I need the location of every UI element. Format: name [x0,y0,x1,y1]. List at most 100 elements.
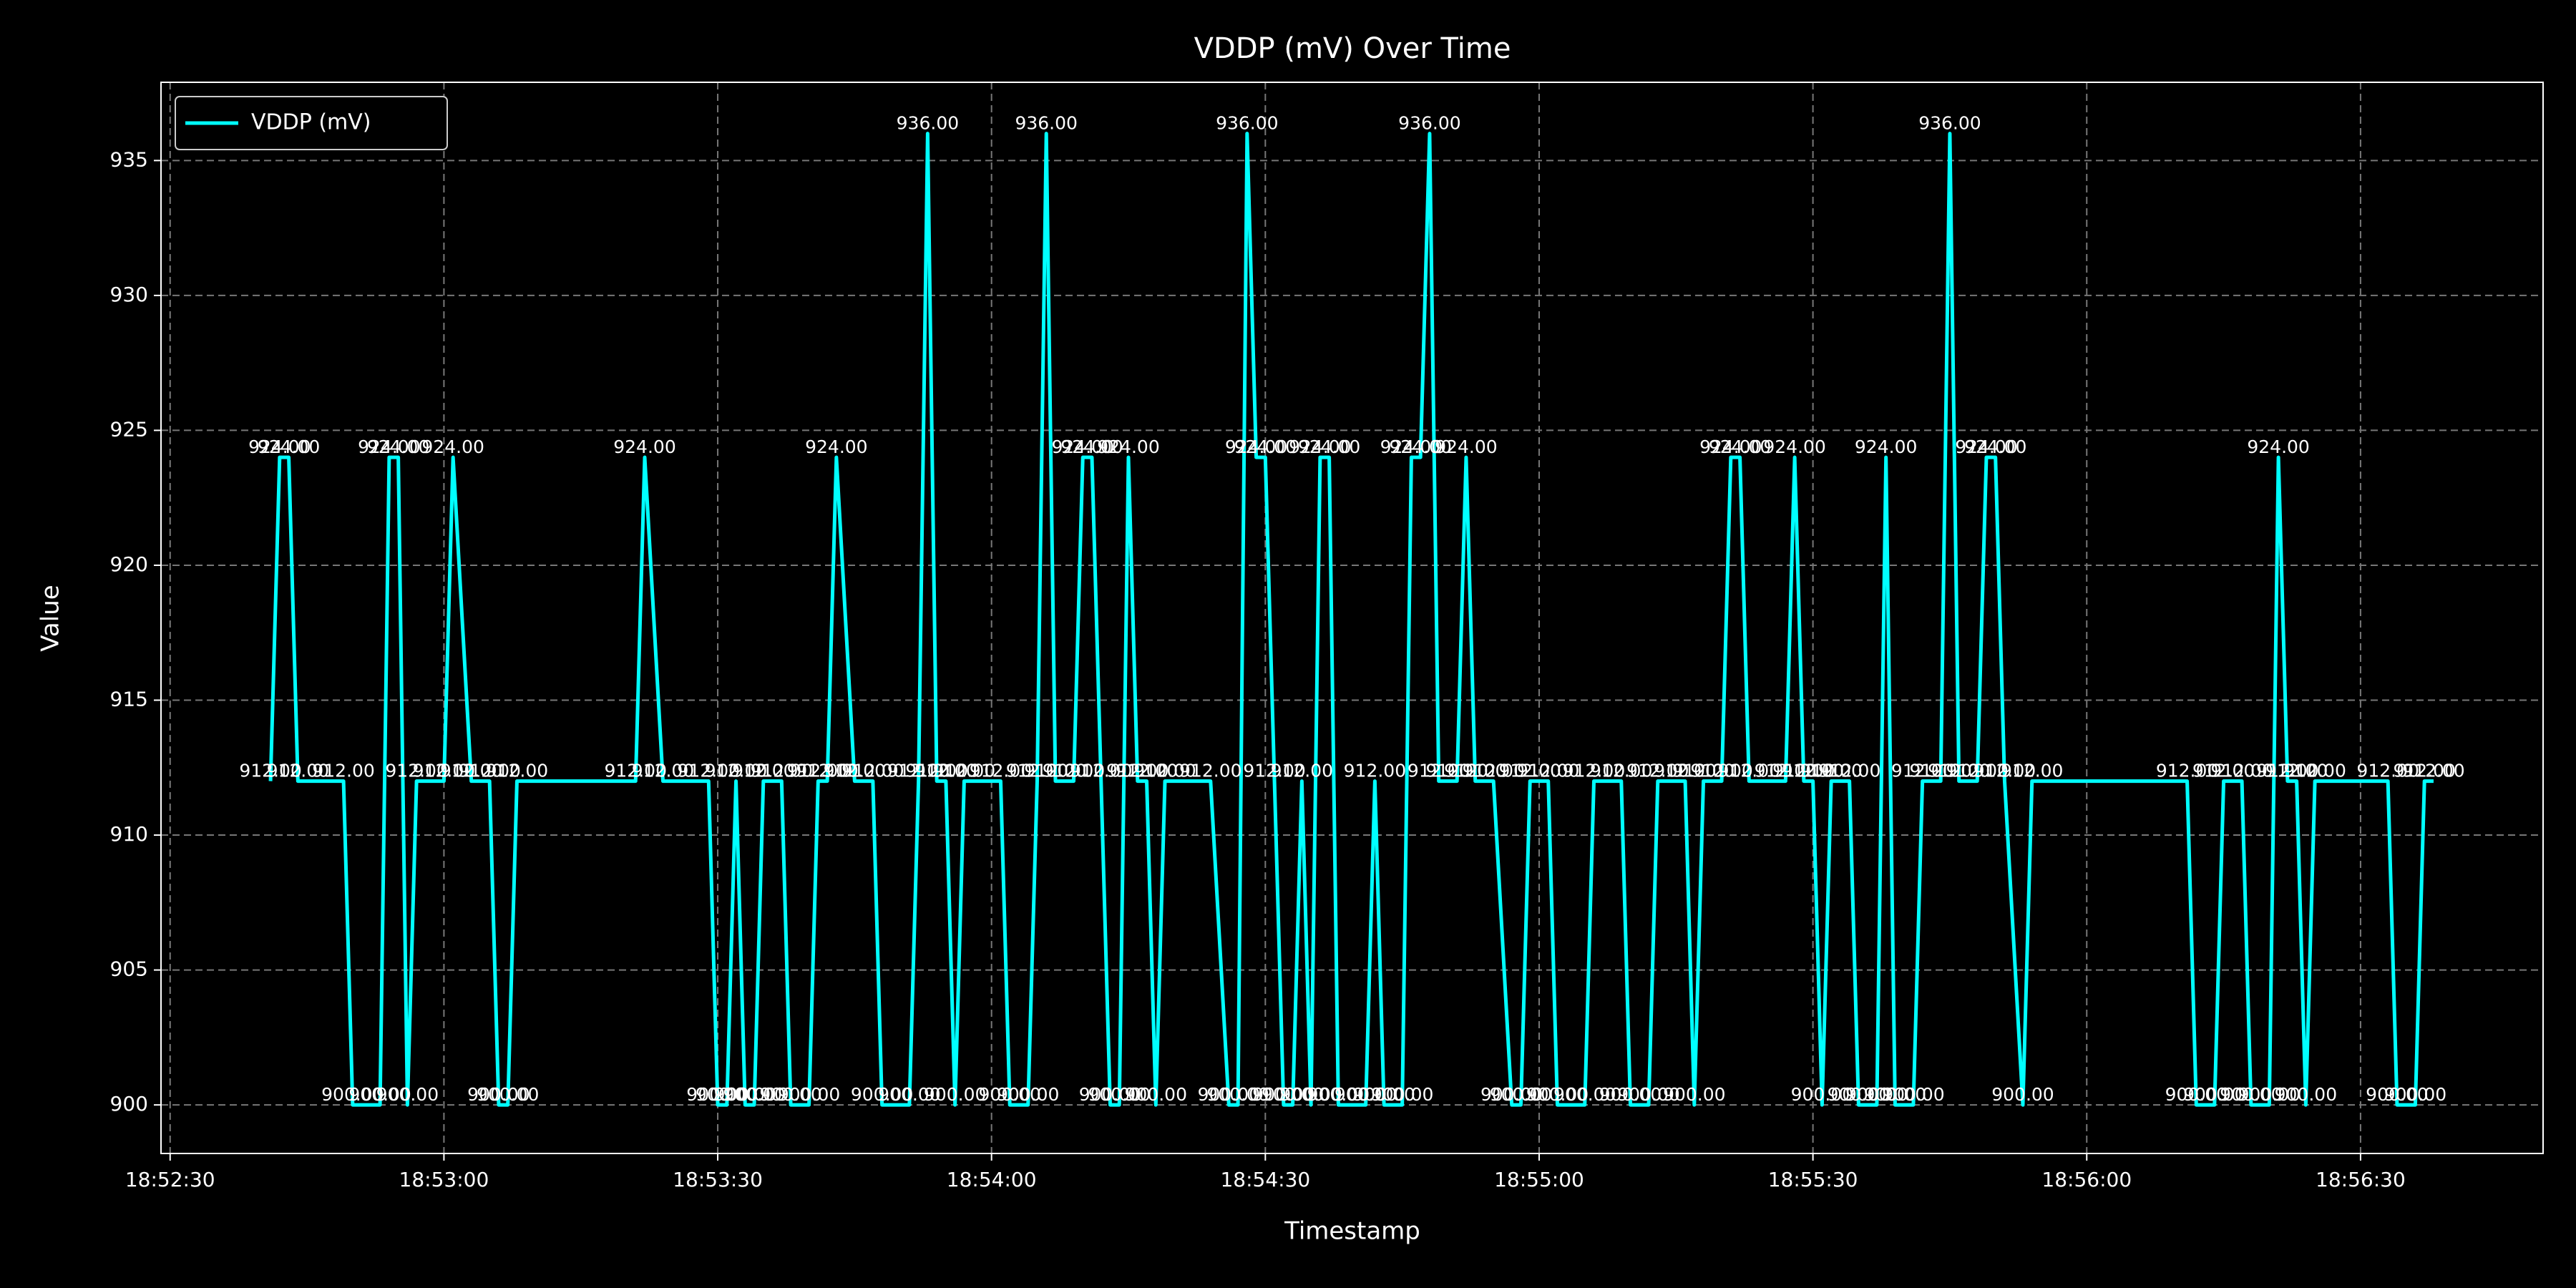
data-label: 924.00 [358,436,420,457]
data-label: 912.00 [1818,761,1880,781]
data-label: 900.00 [2165,1084,2228,1105]
data-label: 912.00 [2001,761,2063,781]
data-label: 912.00 [1718,761,1780,781]
data-label: 900.00 [1663,1084,1725,1105]
data-label: 924.00 [805,436,867,457]
data-label: 912.00 [385,761,447,781]
data-label: 900.00 [1864,1084,1926,1105]
data-label: 900.00 [376,1084,439,1105]
data-label: 912.00 [751,761,813,781]
y-tick-label: 905 [110,957,148,981]
data-label: 900.00 [714,1084,776,1105]
data-label: 924.00 [1699,436,1762,457]
data-label: 900.00 [1882,1084,1944,1105]
y-tick-label: 900 [110,1092,148,1116]
x-tick-label: 18:53:00 [399,1168,489,1191]
x-tick-label: 18:54:00 [947,1168,1037,1191]
data-label: 900.00 [696,1084,758,1105]
data-label: 900.00 [1262,1084,1324,1105]
data-label: 924.00 [2247,436,2309,457]
data-label: 900.00 [2384,1084,2446,1105]
data-label: 924.00 [1855,436,1917,457]
plot-frame [160,82,2544,1154]
data-label: 912.00 [1690,761,1752,781]
data-label: 912.00 [1106,761,1169,781]
data-label: 912.00 [933,761,995,781]
data-label: 936.00 [1398,113,1460,134]
data-label: 912.00 [1344,761,1406,781]
data-label: 912.00 [2356,761,2419,781]
data-label: 912.00 [1425,761,1488,781]
y-tick-label: 910 [110,822,148,846]
data-label: 924.00 [1435,436,1497,457]
x-tick-label: 18:52:30 [125,1168,215,1191]
data-label: 924.00 [1709,436,1771,457]
data-label: 912.00 [2402,761,2464,781]
data-label: 936.00 [897,113,959,134]
data-label: 900.00 [1125,1084,1187,1105]
data-label: 900.00 [878,1084,940,1105]
data-label: 912.00 [413,761,475,781]
data-label: 900.00 [924,1084,986,1105]
data-label: 912.00 [1626,761,1689,781]
x-tick-label: 18:53:30 [673,1168,763,1191]
data-label: 924.00 [1389,436,1451,457]
data-label: 912.00 [1563,761,1625,781]
data-label: 912.00 [2256,761,2318,781]
data-label: 924.00 [1964,436,2026,457]
legend-box [175,96,448,150]
data-label: 900.00 [759,1084,821,1105]
data-label: 912.00 [2393,761,2455,781]
legend-label: VDDP (mV) [251,110,371,135]
data-label: 900.00 [851,1084,913,1105]
data-label: 912.00 [2283,761,2346,781]
data-label: 924.00 [421,436,484,457]
data-label: 900.00 [1828,1084,1890,1105]
data-label: 936.00 [1918,113,1981,134]
data-label: 912.00 [1498,761,1561,781]
data-label: 900.00 [1335,1084,1397,1105]
data-label: 900.00 [1490,1084,1552,1105]
data-label: 912.00 [887,761,950,781]
data-label: 924.00 [1225,436,1287,457]
data-label: 900.00 [723,1084,785,1105]
data-label: 912.00 [796,761,858,781]
x-tick-label: 18:56:30 [2316,1168,2406,1191]
y-tick-label: 925 [110,417,148,441]
data-label: 924.00 [248,436,311,457]
data-label: 912.00 [1891,761,1953,781]
data-label: 900.00 [467,1084,530,1105]
x-tick-label: 18:55:30 [1768,1168,1858,1191]
x-tick-label: 18:55:00 [1494,1168,1584,1191]
data-label: 912.00 [1772,761,1835,781]
data-label: 900.00 [978,1084,1040,1105]
data-label: 912.00 [678,761,740,781]
data-label: 900.00 [1206,1084,1269,1105]
data-label: 912.00 [1800,761,1862,781]
data-label: 912.00 [787,761,849,781]
data-label: 900.00 [778,1084,840,1105]
legend: VDDP (mV) [175,96,448,150]
data-label: 900.00 [1599,1084,1662,1105]
data-label: 900.00 [1352,1084,1415,1105]
data-label: 924.00 [1051,436,1113,457]
data-label: 912.00 [2265,761,2328,781]
data-label: 912.00 [1755,761,1817,781]
data-label: 912.00 [1271,761,1333,781]
data-label: 912.00 [824,761,886,781]
data-label: 912.00 [1407,761,1470,781]
data-label: 912.00 [1782,761,1844,781]
data-label: 900.00 [2220,1084,2282,1105]
data-label: 900.00 [477,1084,539,1105]
data-label: 900.00 [348,1084,411,1105]
data-label: 912.00 [267,761,329,781]
data-label: 912.00 [2210,761,2273,781]
data-label: 924.00 [367,436,429,457]
data-label: 912.00 [1444,761,1506,781]
data-label: 900.00 [1617,1084,1679,1105]
y-tick-label: 915 [110,688,148,711]
x-axis-label: Timestamp [1284,1217,1420,1246]
data-label: 924.00 [1097,436,1159,457]
data-label: 912.00 [239,761,301,781]
